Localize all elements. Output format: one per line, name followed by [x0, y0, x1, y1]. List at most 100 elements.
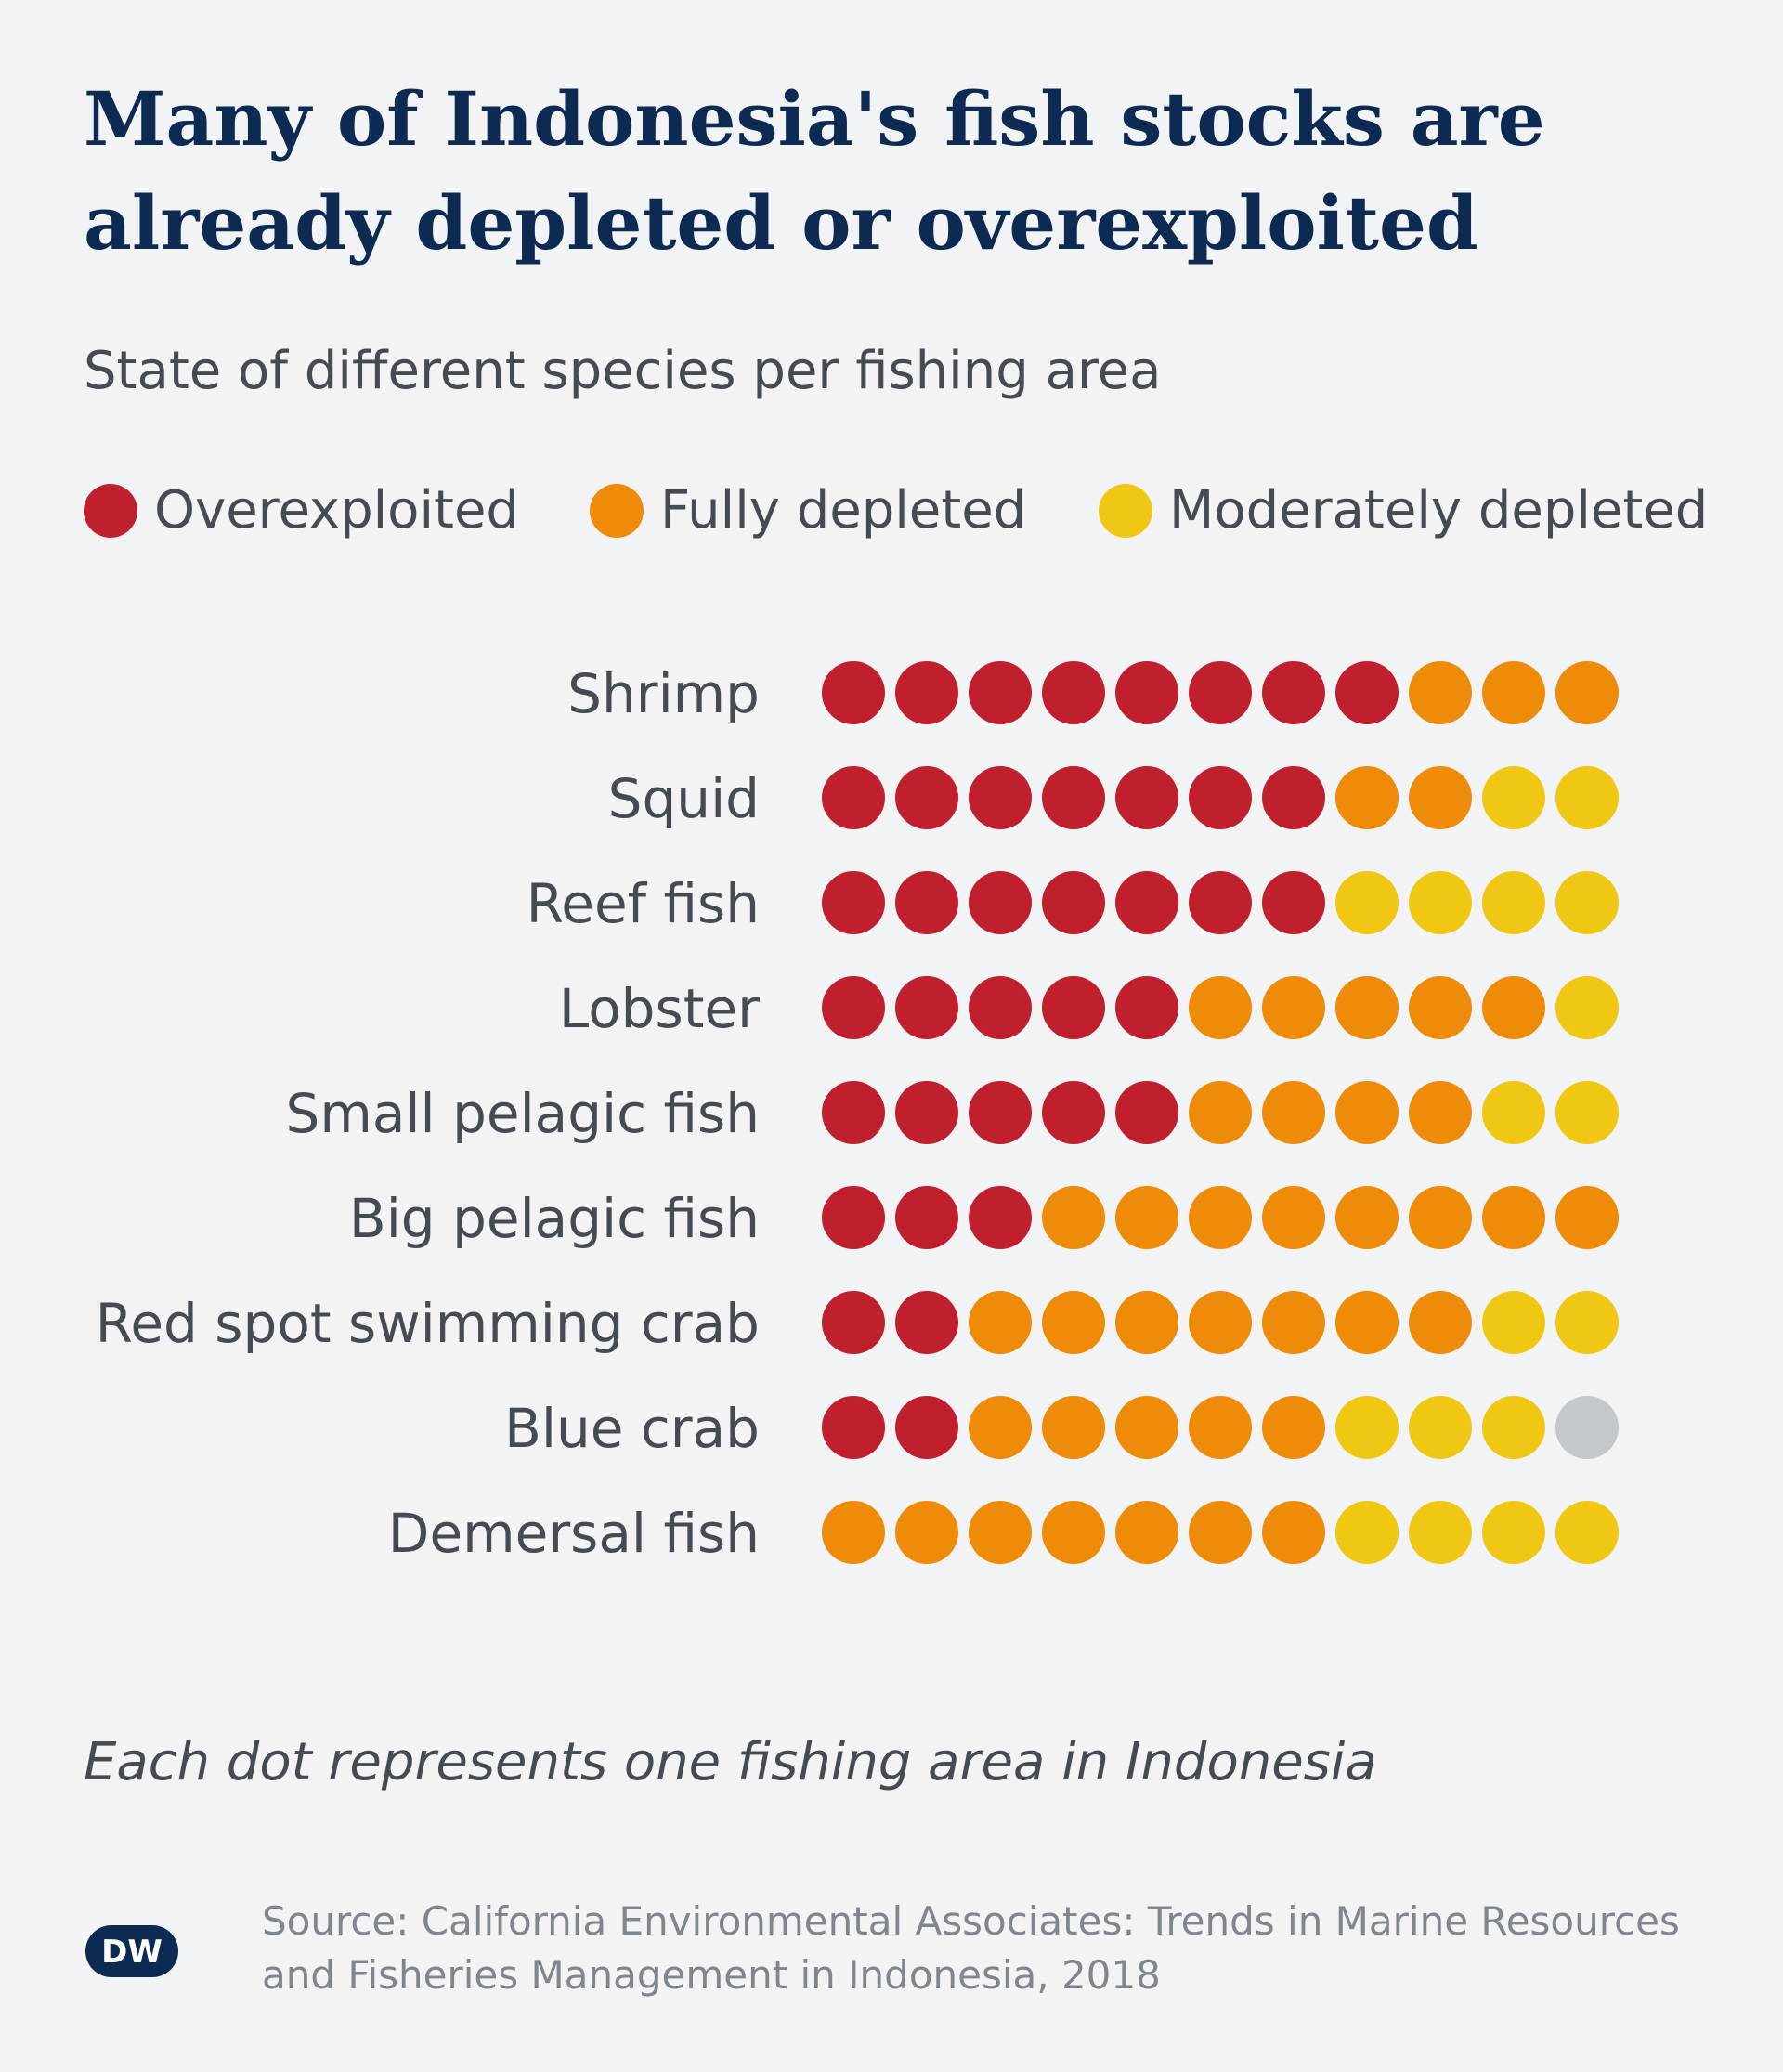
dot-blue-crab-fully — [1115, 1396, 1178, 1459]
dot-lobster-fully — [1409, 976, 1472, 1039]
dot-small-pelagic-fish-fully — [1409, 1081, 1472, 1144]
legend-swatch-fully-depleted — [590, 484, 644, 538]
dot-small-pelagic-fish-moderate — [1482, 1081, 1545, 1144]
dw-logo-text: DW — [101, 1934, 163, 1971]
dot-demersal-fish-moderate — [1482, 1501, 1545, 1564]
row-label-big-pelagic-fish: Big pelagic fish — [349, 1187, 760, 1250]
dot-blue-crab-moderate — [1482, 1396, 1545, 1459]
dot-lobster-overexploited — [1115, 976, 1178, 1039]
dot-squid-overexploited — [895, 766, 958, 829]
dot-red-spot-swimming-crab-fully — [1335, 1291, 1399, 1354]
dot-red-spot-swimming-crab-moderate — [1555, 1291, 1619, 1354]
dot-small-pelagic-fish-overexploited — [822, 1081, 885, 1144]
dot-lobster-fully — [1335, 976, 1399, 1039]
dot-blue-crab-fully — [1262, 1396, 1325, 1459]
dot-small-pelagic-fish-fully — [1262, 1081, 1325, 1144]
legend-label-moderately-depleted: Moderately depleted — [1169, 480, 1709, 541]
dot-red-spot-swimming-crab-fully — [1409, 1291, 1472, 1354]
dot-reef-fish-overexploited — [1189, 871, 1252, 934]
dot-reef-fish-overexploited — [895, 871, 958, 934]
dot-demersal-fish-fully — [822, 1501, 885, 1564]
dot-squid-moderate — [1482, 766, 1545, 829]
dot-blue-crab-fully — [1042, 1396, 1105, 1459]
dot-shrimp-overexploited — [1042, 661, 1105, 724]
dot-red-spot-swimming-crab-fully — [1262, 1291, 1325, 1354]
dot-matrix-chart: Shrimp Squid Reef fish Lobster Small pelagic… — [96, 661, 1619, 1565]
dot-small-pelagic-fish-fully — [1189, 1081, 1252, 1144]
legend: Overexploited Fully depleted Moderately … — [84, 476, 1755, 546]
chart-note: Each dot represents one fishing area in … — [84, 1732, 1377, 1792]
row-label-blue-crab: Blue crab — [504, 1397, 760, 1460]
dot-reef-fish-overexploited — [1262, 871, 1325, 934]
dot-big-pelagic-fish-fully — [1409, 1186, 1472, 1249]
dot-reef-fish-overexploited — [822, 871, 885, 934]
dot-demersal-fish-fully — [1042, 1501, 1105, 1564]
dot-big-pelagic-fish-fully — [1262, 1186, 1325, 1249]
dot-shrimp-overexploited — [1189, 661, 1252, 724]
legend-swatch-moderately-depleted — [1099, 484, 1152, 538]
dot-blue-crab-other — [1555, 1396, 1619, 1459]
dot-blue-crab-moderate — [1335, 1396, 1399, 1459]
dot-lobster-fully — [1189, 976, 1252, 1039]
dot-demersal-fish-moderate — [1555, 1501, 1619, 1564]
dot-big-pelagic-fish-overexploited — [822, 1186, 885, 1249]
dot-reef-fish-overexploited — [1115, 871, 1178, 934]
dot-big-pelagic-fish-fully — [1482, 1186, 1545, 1249]
dot-blue-crab-moderate — [1409, 1396, 1472, 1459]
dot-big-pelagic-fish-fully — [1189, 1186, 1252, 1249]
dot-demersal-fish-fully — [1115, 1501, 1178, 1564]
dot-demersal-fish-fully — [1189, 1501, 1252, 1564]
dot-shrimp-fully — [1555, 661, 1619, 724]
dot-small-pelagic-fish-fully — [1335, 1081, 1399, 1144]
dot-big-pelagic-fish-fully — [1042, 1186, 1105, 1249]
dot-squid-overexploited — [969, 766, 1032, 829]
dot-demersal-fish-moderate — [1409, 1501, 1472, 1564]
legend-label-fully-depleted: Fully depleted — [660, 480, 1027, 541]
row-label-red-spot-swimming-crab: Red spot swimming crab — [96, 1292, 760, 1355]
dot-big-pelagic-fish-overexploited — [969, 1186, 1032, 1249]
dot-squid-fully — [1335, 766, 1399, 829]
dot-demersal-fish-fully — [1262, 1501, 1325, 1564]
dot-reef-fish-moderate — [1555, 871, 1619, 934]
dot-reef-fish-moderate — [1482, 871, 1545, 934]
dot-squid-fully — [1409, 766, 1472, 829]
dot-blue-crab-overexploited — [822, 1396, 885, 1459]
dot-shrimp-overexploited — [822, 661, 885, 724]
dot-small-pelagic-fish-overexploited — [1042, 1081, 1105, 1144]
dot-squid-moderate — [1555, 766, 1619, 829]
dot-shrimp-overexploited — [895, 661, 958, 724]
dot-squid-overexploited — [1115, 766, 1178, 829]
dw-logo: DW — [85, 1925, 178, 1977]
dot-big-pelagic-fish-fully — [1555, 1186, 1619, 1249]
row-label-small-pelagic-fish: Small pelagic fish — [286, 1082, 760, 1145]
source-text: Source: California Environmental Associa… — [262, 1898, 1680, 1998]
row-label-demersal-fish: Demersal fish — [388, 1502, 760, 1565]
row-label-shrimp: Shrimp — [567, 662, 760, 725]
dot-lobster-overexploited — [822, 976, 885, 1039]
legend-label-overexploited: Overexploited — [154, 480, 519, 541]
dot-blue-crab-fully — [1189, 1396, 1252, 1459]
chart-title: Many of Indonesia's fish stocks are alre… — [84, 75, 1545, 267]
dot-small-pelagic-fish-overexploited — [895, 1081, 958, 1144]
chart-subtitle: State of different species per fishing a… — [84, 341, 1162, 401]
dot-lobster-overexploited — [969, 976, 1032, 1039]
dot-reef-fish-overexploited — [969, 871, 1032, 934]
dot-squid-overexploited — [822, 766, 885, 829]
dot-red-spot-swimming-crab-overexploited — [822, 1291, 885, 1354]
dot-red-spot-swimming-crab-fully — [1115, 1291, 1178, 1354]
dot-small-pelagic-fish-overexploited — [1115, 1081, 1178, 1144]
dot-lobster-fully — [1262, 976, 1325, 1039]
dot-lobster-moderate — [1555, 976, 1619, 1039]
dot-shrimp-fully — [1482, 661, 1545, 724]
dot-shrimp-overexploited — [969, 661, 1032, 724]
dot-demersal-fish-fully — [895, 1501, 958, 1564]
dot-red-spot-swimming-crab-fully — [969, 1291, 1032, 1354]
dot-lobster-overexploited — [895, 976, 958, 1039]
dot-lobster-overexploited — [1042, 976, 1105, 1039]
dot-red-spot-swimming-crab-fully — [1042, 1291, 1105, 1354]
dot-reef-fish-moderate — [1409, 871, 1472, 934]
dot-red-spot-swimming-crab-overexploited — [895, 1291, 958, 1354]
dot-demersal-fish-moderate — [1335, 1501, 1399, 1564]
dot-reef-fish-overexploited — [1042, 871, 1105, 934]
dot-shrimp-overexploited — [1115, 661, 1178, 724]
